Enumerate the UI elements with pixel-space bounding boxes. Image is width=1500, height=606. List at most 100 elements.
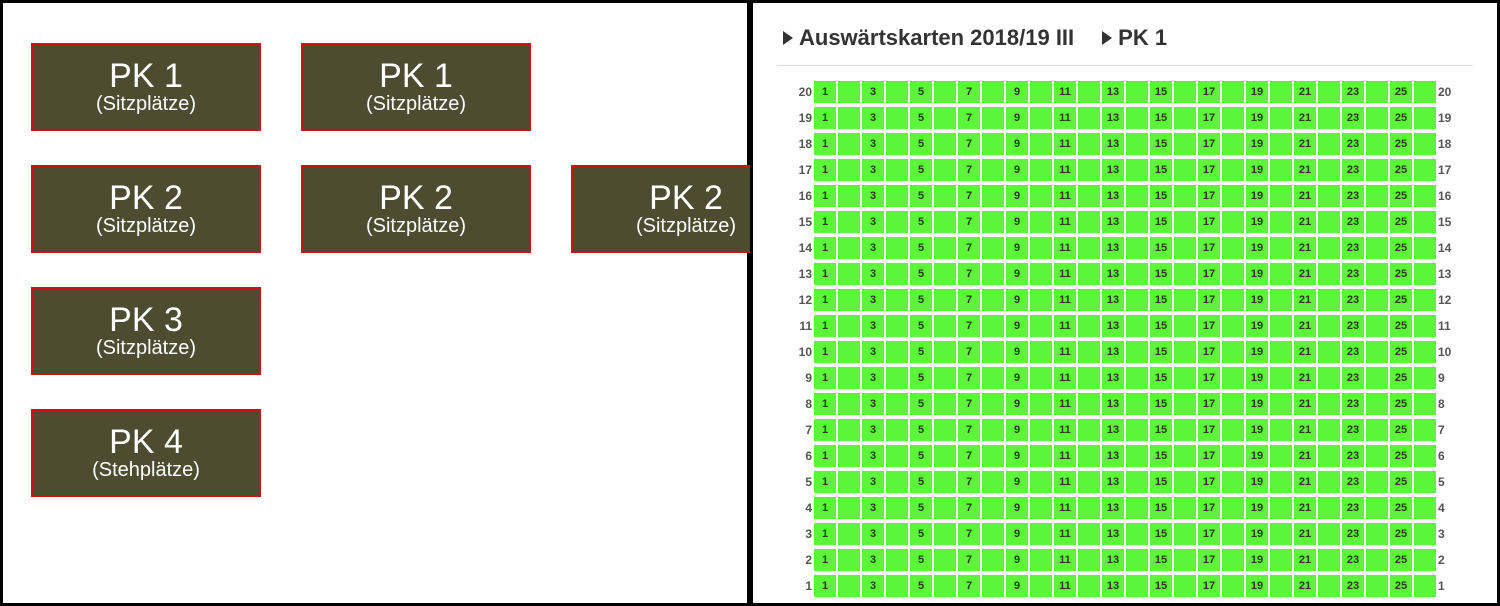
seat[interactable]: 5 bbox=[910, 159, 932, 181]
seat[interactable]: 17 bbox=[1198, 471, 1220, 493]
seat[interactable] bbox=[1270, 497, 1292, 519]
seat[interactable]: 15 bbox=[1150, 523, 1172, 545]
seat[interactable]: 19 bbox=[1246, 185, 1268, 207]
seat[interactable] bbox=[1030, 263, 1052, 285]
seat[interactable] bbox=[1270, 549, 1292, 571]
seat[interactable]: 11 bbox=[1054, 81, 1076, 103]
seat[interactable] bbox=[1318, 289, 1340, 311]
category-button[interactable]: PK 2(Sitzplätze) bbox=[301, 165, 531, 253]
seat[interactable] bbox=[1174, 159, 1196, 181]
seat[interactable] bbox=[1174, 289, 1196, 311]
seat[interactable] bbox=[886, 289, 908, 311]
seat[interactable] bbox=[1222, 159, 1244, 181]
seat[interactable] bbox=[934, 471, 956, 493]
seat[interactable]: 11 bbox=[1054, 315, 1076, 337]
seat[interactable]: 11 bbox=[1054, 549, 1076, 571]
seat[interactable] bbox=[1366, 419, 1388, 441]
seat[interactable] bbox=[1270, 107, 1292, 129]
seat[interactable] bbox=[982, 107, 1004, 129]
seat[interactable]: 23 bbox=[1342, 185, 1364, 207]
seat[interactable] bbox=[982, 133, 1004, 155]
seat[interactable] bbox=[1222, 445, 1244, 467]
seat[interactable] bbox=[1366, 575, 1388, 597]
seat[interactable] bbox=[1078, 549, 1100, 571]
seat[interactable] bbox=[1174, 471, 1196, 493]
seat[interactable]: 11 bbox=[1054, 237, 1076, 259]
seat[interactable]: 7 bbox=[958, 341, 980, 363]
seat[interactable]: 17 bbox=[1198, 263, 1220, 285]
seat[interactable]: 9 bbox=[1006, 185, 1028, 207]
seat[interactable] bbox=[1414, 393, 1436, 415]
seat[interactable]: 9 bbox=[1006, 237, 1028, 259]
seat[interactable]: 15 bbox=[1150, 211, 1172, 233]
seat[interactable] bbox=[1270, 445, 1292, 467]
seat[interactable]: 11 bbox=[1054, 133, 1076, 155]
seat[interactable]: 15 bbox=[1150, 445, 1172, 467]
seat[interactable] bbox=[1222, 367, 1244, 389]
seat[interactable]: 13 bbox=[1102, 211, 1124, 233]
seat[interactable]: 9 bbox=[1006, 523, 1028, 545]
seat[interactable] bbox=[1126, 289, 1148, 311]
seat[interactable]: 7 bbox=[958, 471, 980, 493]
seat[interactable]: 19 bbox=[1246, 315, 1268, 337]
seat[interactable] bbox=[982, 341, 1004, 363]
seat[interactable] bbox=[1318, 341, 1340, 363]
seat[interactable]: 9 bbox=[1006, 549, 1028, 571]
seat[interactable]: 15 bbox=[1150, 263, 1172, 285]
category-button[interactable]: PK 4(Stehplätze) bbox=[31, 409, 261, 497]
breadcrumb-item-category[interactable]: PK 1 bbox=[1102, 25, 1167, 51]
seat[interactable] bbox=[1030, 107, 1052, 129]
seat[interactable] bbox=[1414, 419, 1436, 441]
seat[interactable] bbox=[886, 575, 908, 597]
seat[interactable]: 25 bbox=[1390, 523, 1412, 545]
seat[interactable] bbox=[1318, 549, 1340, 571]
seat[interactable]: 23 bbox=[1342, 237, 1364, 259]
seat[interactable]: 7 bbox=[958, 289, 980, 311]
seat[interactable] bbox=[1414, 211, 1436, 233]
seat[interactable]: 23 bbox=[1342, 159, 1364, 181]
seat[interactable]: 19 bbox=[1246, 471, 1268, 493]
seat[interactable]: 3 bbox=[862, 133, 884, 155]
seat[interactable]: 3 bbox=[862, 419, 884, 441]
seat[interactable]: 13 bbox=[1102, 237, 1124, 259]
seat[interactable]: 7 bbox=[958, 81, 980, 103]
seat[interactable] bbox=[886, 315, 908, 337]
seat[interactable] bbox=[838, 237, 860, 259]
seat[interactable]: 7 bbox=[958, 133, 980, 155]
seat[interactable]: 15 bbox=[1150, 159, 1172, 181]
seat[interactable] bbox=[1030, 549, 1052, 571]
seat[interactable]: 13 bbox=[1102, 575, 1124, 597]
seat[interactable] bbox=[934, 107, 956, 129]
seat[interactable]: 11 bbox=[1054, 575, 1076, 597]
seat[interactable]: 25 bbox=[1390, 393, 1412, 415]
seat[interactable] bbox=[1078, 133, 1100, 155]
seat[interactable] bbox=[1270, 263, 1292, 285]
seat[interactable]: 17 bbox=[1198, 341, 1220, 363]
seat[interactable]: 25 bbox=[1390, 289, 1412, 311]
seat[interactable]: 17 bbox=[1198, 211, 1220, 233]
seat[interactable]: 17 bbox=[1198, 159, 1220, 181]
seat[interactable] bbox=[1030, 211, 1052, 233]
seat[interactable]: 1 bbox=[814, 367, 836, 389]
seat[interactable]: 5 bbox=[910, 341, 932, 363]
seat[interactable] bbox=[1270, 289, 1292, 311]
seat[interactable] bbox=[886, 211, 908, 233]
seat[interactable] bbox=[838, 185, 860, 207]
seat[interactable]: 3 bbox=[862, 159, 884, 181]
seat[interactable] bbox=[1318, 159, 1340, 181]
seat[interactable]: 3 bbox=[862, 471, 884, 493]
seat[interactable]: 19 bbox=[1246, 211, 1268, 233]
seat[interactable] bbox=[1318, 315, 1340, 337]
seat[interactable]: 25 bbox=[1390, 107, 1412, 129]
seat[interactable]: 13 bbox=[1102, 133, 1124, 155]
seat[interactable] bbox=[1414, 445, 1436, 467]
seat[interactable]: 21 bbox=[1294, 263, 1316, 285]
seat[interactable] bbox=[1126, 523, 1148, 545]
seat[interactable] bbox=[1318, 237, 1340, 259]
seat[interactable] bbox=[934, 419, 956, 441]
seat[interactable] bbox=[886, 419, 908, 441]
seat[interactable] bbox=[1414, 159, 1436, 181]
seat[interactable]: 13 bbox=[1102, 549, 1124, 571]
seat[interactable] bbox=[1126, 237, 1148, 259]
seat[interactable] bbox=[1126, 159, 1148, 181]
